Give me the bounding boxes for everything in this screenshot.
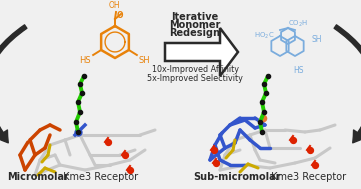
Point (122, 153, 128, 156)
Point (75, 130, 81, 133)
Text: HO$_2$C: HO$_2$C (254, 31, 274, 41)
Point (77, 111, 83, 114)
Point (77, 82, 83, 85)
FancyArrowPatch shape (334, 25, 361, 143)
Point (261, 111, 267, 114)
Point (260, 116, 266, 119)
Point (81, 74, 87, 77)
Text: Redesign: Redesign (170, 28, 221, 38)
Text: SH: SH (139, 56, 151, 65)
FancyArrowPatch shape (0, 25, 27, 143)
Point (259, 101, 265, 104)
Point (307, 149, 313, 152)
Point (312, 163, 318, 167)
Text: HS: HS (79, 56, 91, 65)
Point (105, 140, 111, 143)
Text: 10x-Improved Affinity: 10x-Improved Affinity (152, 65, 239, 74)
Point (213, 161, 219, 164)
Point (79, 91, 85, 94)
Text: Monomer: Monomer (169, 20, 221, 30)
Text: 5x-Improved Selectivity: 5x-Improved Selectivity (147, 74, 243, 83)
Point (261, 82, 267, 85)
Point (259, 130, 265, 133)
Text: Kme3 Receptor: Kme3 Receptor (268, 172, 346, 182)
Point (75, 101, 81, 104)
Text: Micromolar: Micromolar (7, 172, 69, 182)
Point (127, 168, 133, 171)
Text: HS: HS (293, 66, 303, 75)
Point (75, 130, 81, 133)
Point (211, 149, 217, 152)
Text: OH: OH (108, 1, 120, 10)
Point (73, 121, 79, 124)
Polygon shape (165, 28, 238, 76)
Text: Iterative: Iterative (171, 12, 219, 22)
Point (290, 139, 296, 142)
Point (263, 91, 269, 94)
Text: SH: SH (312, 36, 322, 44)
Point (257, 121, 263, 124)
Text: CO$_2$H: CO$_2$H (288, 19, 308, 29)
Text: Sub-micromolar: Sub-micromolar (193, 172, 280, 182)
Point (265, 74, 271, 77)
Text: Kme3 Receptor: Kme3 Receptor (60, 172, 138, 182)
Text: O: O (117, 12, 123, 20)
